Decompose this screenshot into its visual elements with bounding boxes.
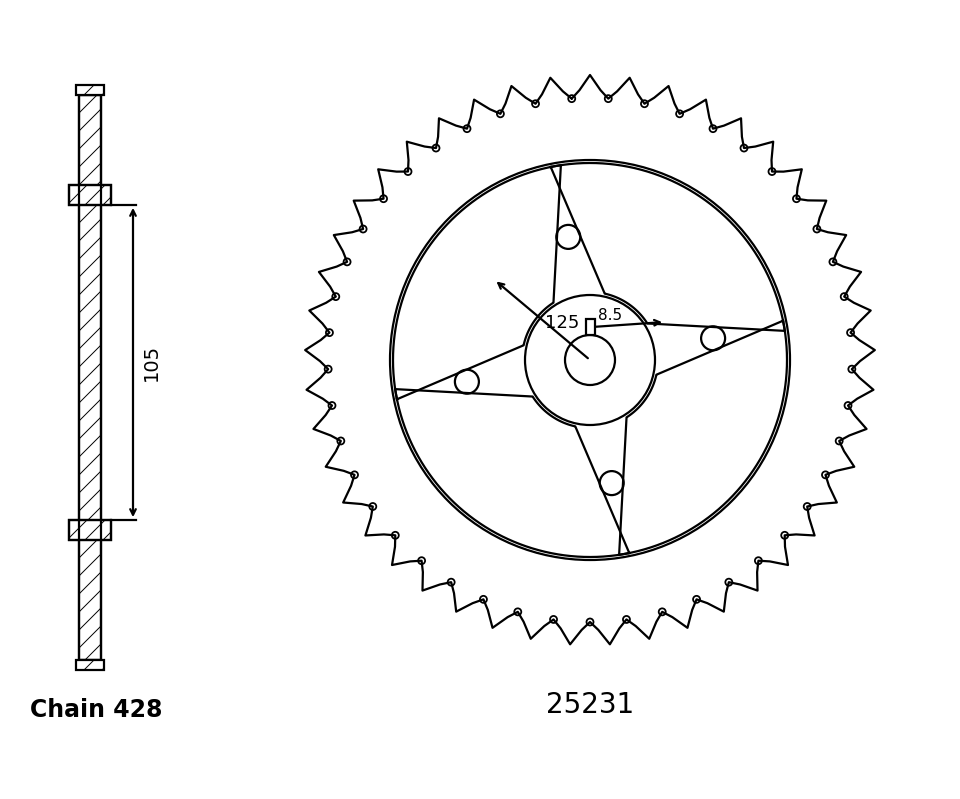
Text: 25231: 25231 (546, 691, 635, 719)
Bar (69, 520, 111, 540)
Bar (69, 520, 111, 540)
Text: Chain 428: Chain 428 (30, 698, 162, 722)
Bar (586, 319, 594, 335)
Text: 105: 105 (141, 344, 160, 381)
Bar (79, 95, 101, 660)
Text: 125: 125 (545, 314, 580, 332)
Bar (69, 185, 111, 205)
Bar (69, 185, 111, 205)
Text: 8.5: 8.5 (598, 308, 622, 323)
Bar (79, 95, 101, 660)
Bar (76, 85, 104, 95)
Bar (76, 660, 104, 670)
